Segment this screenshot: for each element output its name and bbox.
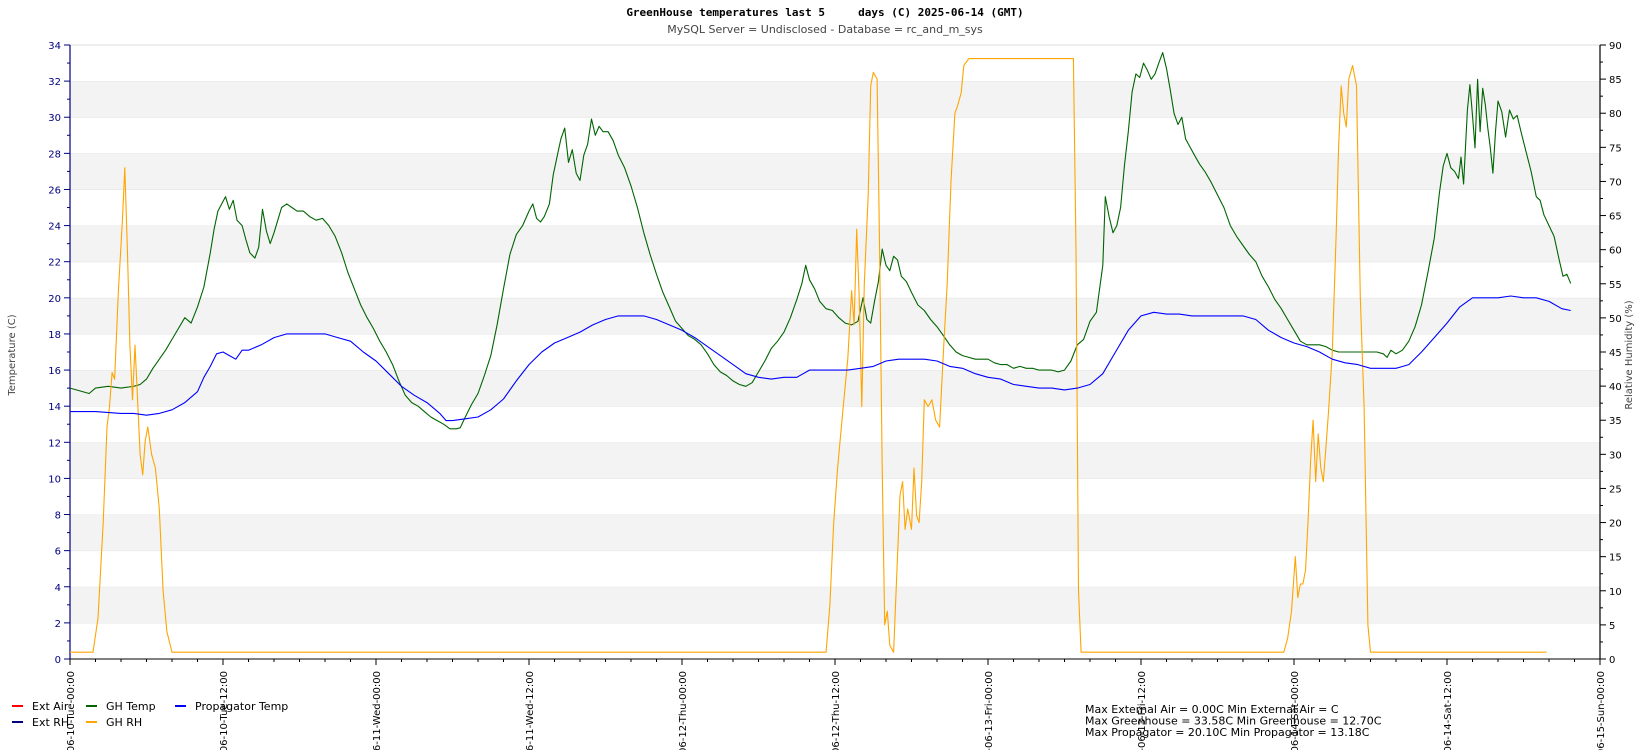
right-tick-label: 20 (1609, 519, 1622, 530)
right-tick-label: 30 (1609, 450, 1622, 461)
right-tick-label: 60 (1609, 246, 1622, 257)
legend-label-gh-temp: GH Temp (106, 700, 156, 713)
right-tick-label: 80 (1609, 109, 1622, 120)
left-tick-label: 18 (48, 330, 61, 341)
right-tick-label: 75 (1609, 143, 1622, 154)
left-tick-label: 26 (48, 185, 61, 196)
grid-bands (70, 44, 1600, 659)
stats-line: Max Greenhouse = 33.58C Min Greenhouse =… (1085, 715, 1382, 728)
grid-band (70, 81, 1600, 118)
left-tick-label: 30 (48, 113, 61, 124)
series-propagator-temp-line (70, 295, 1571, 422)
stats-line: Max External Air = 0.00C Min External Ai… (1085, 703, 1339, 716)
right-axis: 0 5 10 15 20 25 30 35 40 45 50 55 60 65 70 75 80 85 90 (1599, 41, 1622, 666)
stats-block: Max External Air = 0.00C Min External Ai… (1085, 703, 1382, 739)
right-tick-label: 90 (1609, 41, 1622, 52)
grid-band (70, 45, 1600, 82)
legend: Ext Air GH Temp Propagator Temp Ext RH GH RH (12, 700, 288, 729)
right-tick-label: 40 (1609, 382, 1622, 393)
x-axis: 2025-06-10-Tue-00:00 2025-06-10-Tue-12:00… (66, 658, 1607, 750)
x-tick-label: 2025-06-10-Tue-12:00 (219, 671, 230, 750)
grid-band (70, 514, 1600, 551)
right-tick-label: 85 (1609, 75, 1622, 86)
right-tick-label: 35 (1609, 416, 1622, 427)
series-gh-rh-line (70, 58, 1547, 653)
grid-band (70, 622, 1600, 659)
series-lines (69, 52, 1572, 653)
grid-band (70, 586, 1600, 623)
left-tick-label: 24 (48, 222, 61, 233)
x-tick-label: 2025-06-12-Thu-12:00 (831, 671, 842, 750)
grid-band (70, 297, 1600, 334)
stats-line: Max Propagator = 20.10C Min Propagator =… (1085, 726, 1370, 739)
right-tick-label: 10 (1609, 587, 1622, 598)
x-tick-label: 2025-06-11-Wed-12:00 (525, 671, 536, 750)
legend-label-gh-rh: GH RH (106, 716, 142, 729)
legend-label-propagator-temp: Propagator Temp (195, 700, 288, 713)
right-tick-label: 5 (1609, 621, 1615, 632)
x-tick-label: 2025-06-15-Sun-00:00 (1596, 671, 1607, 750)
left-tick-label: 4 (55, 583, 61, 594)
x-tick-label: 2025-06-10-Tue-00:00 (66, 671, 77, 750)
left-tick-label: 6 (55, 547, 61, 558)
grid-band (70, 550, 1600, 587)
left-tick-label: 32 (48, 77, 61, 88)
grid-band (70, 189, 1600, 226)
grid-band (70, 406, 1600, 443)
right-tick-label: 25 (1609, 484, 1622, 495)
legend-label-ext-rh: Ext RH (32, 716, 69, 729)
series-gh-temp-line (69, 52, 1572, 430)
left-tick-label: 28 (48, 149, 61, 160)
right-tick-label: 70 (1609, 177, 1622, 188)
y2-axis-label: Relative Humidity (%) (1624, 300, 1635, 409)
left-tick-label: 2 (55, 619, 61, 630)
legend-label-ext-air: Ext Air (32, 700, 69, 713)
x-tick-label: 2025-06-12-Thu-00:00 (678, 671, 689, 750)
chart-subtitle: MySQL Server = Undisclosed - Database = … (667, 23, 983, 36)
x-tick-label: 2025-06-13-Fri-12:00 (1137, 671, 1148, 750)
right-tick-label: 15 (1609, 553, 1622, 564)
left-tick-label: 0 (55, 655, 61, 666)
grid-band (70, 153, 1600, 190)
right-tick-label: 65 (1609, 212, 1622, 223)
left-tick-label: 8 (55, 511, 61, 522)
x-tick-label: 2025-06-14-Sat-12:00 (1443, 671, 1454, 750)
left-tick-label: 34 (48, 41, 61, 52)
grid-band (70, 370, 1600, 407)
left-tick-label: 14 (48, 402, 61, 413)
grid-band (70, 117, 1600, 154)
grid-band (70, 442, 1600, 479)
left-tick-label: 16 (48, 366, 61, 377)
left-tick-label: 22 (48, 258, 61, 269)
left-tick-label: 10 (48, 474, 61, 485)
right-tick-label: 45 (1609, 348, 1622, 359)
x-tick-label: 2025-06-14-Sat-00:00 (1290, 671, 1301, 750)
x-tick-label: 2025-06-11-Wed-00:00 (372, 671, 383, 750)
right-tick-label: 0 (1609, 655, 1615, 666)
chart-title: GreenHouse temperatures last 5 days (C) … (626, 6, 1023, 19)
grid-band (70, 225, 1600, 262)
grid-band (70, 261, 1600, 298)
left-tick-label: 20 (48, 294, 61, 305)
x-tick-label: 2025-06-13-Fri-00:00 (984, 671, 995, 750)
y-axis-label: Temperature (C) (7, 314, 18, 396)
right-tick-label: 55 (1609, 280, 1622, 291)
right-tick-label: 50 (1609, 314, 1622, 325)
left-tick-label: 12 (48, 438, 61, 449)
